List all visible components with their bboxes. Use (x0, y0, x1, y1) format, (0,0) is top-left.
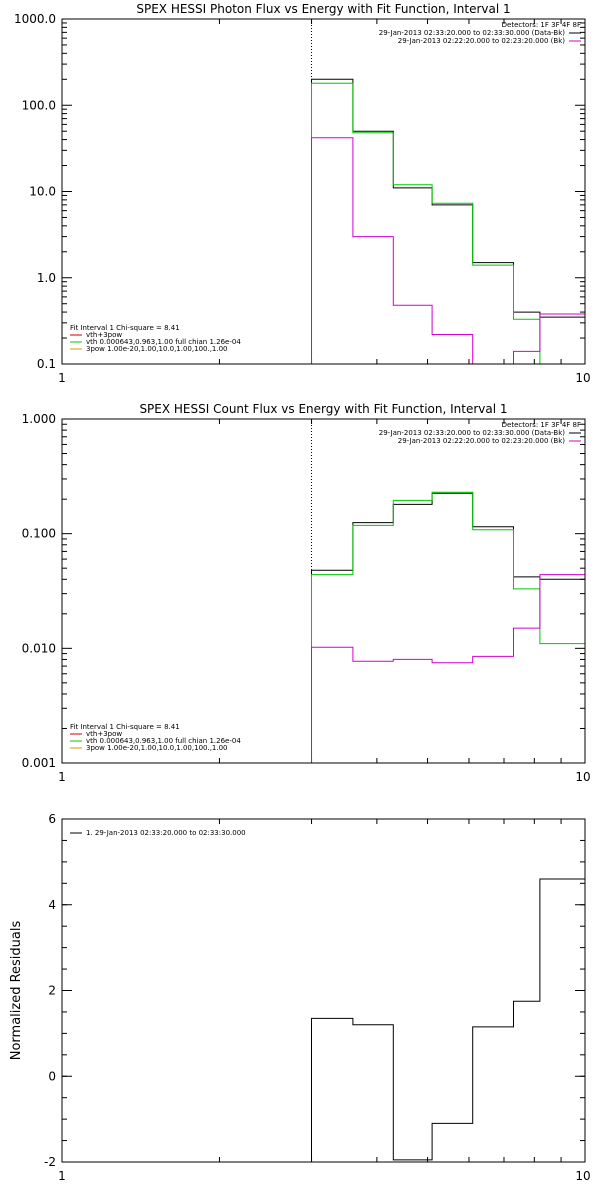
y-tick-label: 0.001 (22, 756, 56, 770)
count-flux-panel: SPEX HESSI Count Flux vs Energy with Fit… (22, 402, 591, 784)
chart-title: SPEX HESSI Count Flux vs Energy with Fit… (139, 402, 507, 416)
legend-detectors: Detectors: 1F 3F 4F 8F (502, 21, 581, 29)
x-tick-label: 10 (575, 770, 590, 784)
x-tick-label: 10 (575, 1169, 590, 1183)
plot-frame (61, 818, 586, 1163)
y-tick-label: -2 (44, 1155, 56, 1169)
y-tick-label: 6 (48, 812, 56, 826)
legend-fit-header: Fit Interval 1 Chi-square = 8.41 (70, 723, 180, 731)
legend-fit-header: Fit Interval 1 Chi-square = 8.41 (70, 324, 180, 332)
y-tick-label: 0.100 (22, 527, 56, 541)
legend-entry: 29-Jan-2013 02:22:20.000 to 02:23:20.000… (398, 437, 566, 445)
legend-entry: 29-Jan-2013 02:22:20.000 to 02:23:20.000… (398, 37, 566, 45)
series-line-0 (311, 878, 586, 1162)
y-tick-label: 1.0 (37, 271, 56, 285)
legend-entry: vth 0.000643,0.963,1.00 full chian 1.26e… (86, 737, 241, 745)
y-tick-label: 0.1 (37, 357, 56, 371)
legend-entry: 3pow 1.00e-20,1.00,10.0,1.00,100.,1.00 (86, 744, 228, 752)
chart-title: SPEX HESSI Photon Flux vs Energy with Fi… (136, 2, 510, 16)
series-line-2 (311, 137, 586, 365)
y-tick-label: 100.0 (22, 98, 56, 112)
y-tick-label: 1.000 (22, 412, 56, 426)
y-tick-label: 2 (48, 984, 56, 998)
legend-entry: 29-Jan-2013 02:33:20.000 to 02:33:30.000… (379, 429, 566, 437)
y-axis-label: Normalized Residuals (9, 921, 24, 1061)
y-tick-label: 10.0 (29, 185, 56, 199)
residuals-panel: Normalized Residuals 1 10 -2 0 2 4 6 1. 29-Jan-2… (9, 812, 591, 1183)
y-tick-label: 0 (48, 1069, 56, 1083)
y-tick-label: 0.010 (22, 641, 56, 655)
series-line-2 (311, 574, 586, 763)
legend-detectors: Detectors: 1F 3F 4F 8F (502, 421, 581, 429)
x-tick-label: 1 (58, 371, 66, 385)
photon-flux-panel: SPEX HESSI Photon Flux vs Energy with Fi… (14, 2, 591, 385)
y-tick-label: 1000.0 (14, 12, 56, 26)
legend-entry: vth+3pow (86, 730, 122, 738)
legend-entry: vth 0.000643,0.963,1.00 full chian 1.26e… (86, 338, 241, 346)
x-tick-label: 10 (575, 371, 590, 385)
series-line-1 (311, 82, 585, 365)
legend-entry: 3pow 1.00e-20,1.00,10.0,1.00,100.,1.00 (86, 345, 228, 353)
x-tick-label: 1 (58, 770, 66, 784)
y-tick-label: 4 (48, 898, 56, 912)
legend-entry: 1. 29-Jan-2013 02:33:20.000 to 02:33:30.… (86, 829, 246, 837)
x-tick-label: 1 (58, 1169, 66, 1183)
legend-entry: vth+3pow (86, 331, 122, 339)
plot-frame (61, 18, 586, 365)
legend-entry: 29-Jan-2013 02:33:20.000 to 02:33:30.000… (379, 29, 566, 37)
plot-frame (61, 418, 586, 764)
series-line-1 (311, 491, 586, 763)
